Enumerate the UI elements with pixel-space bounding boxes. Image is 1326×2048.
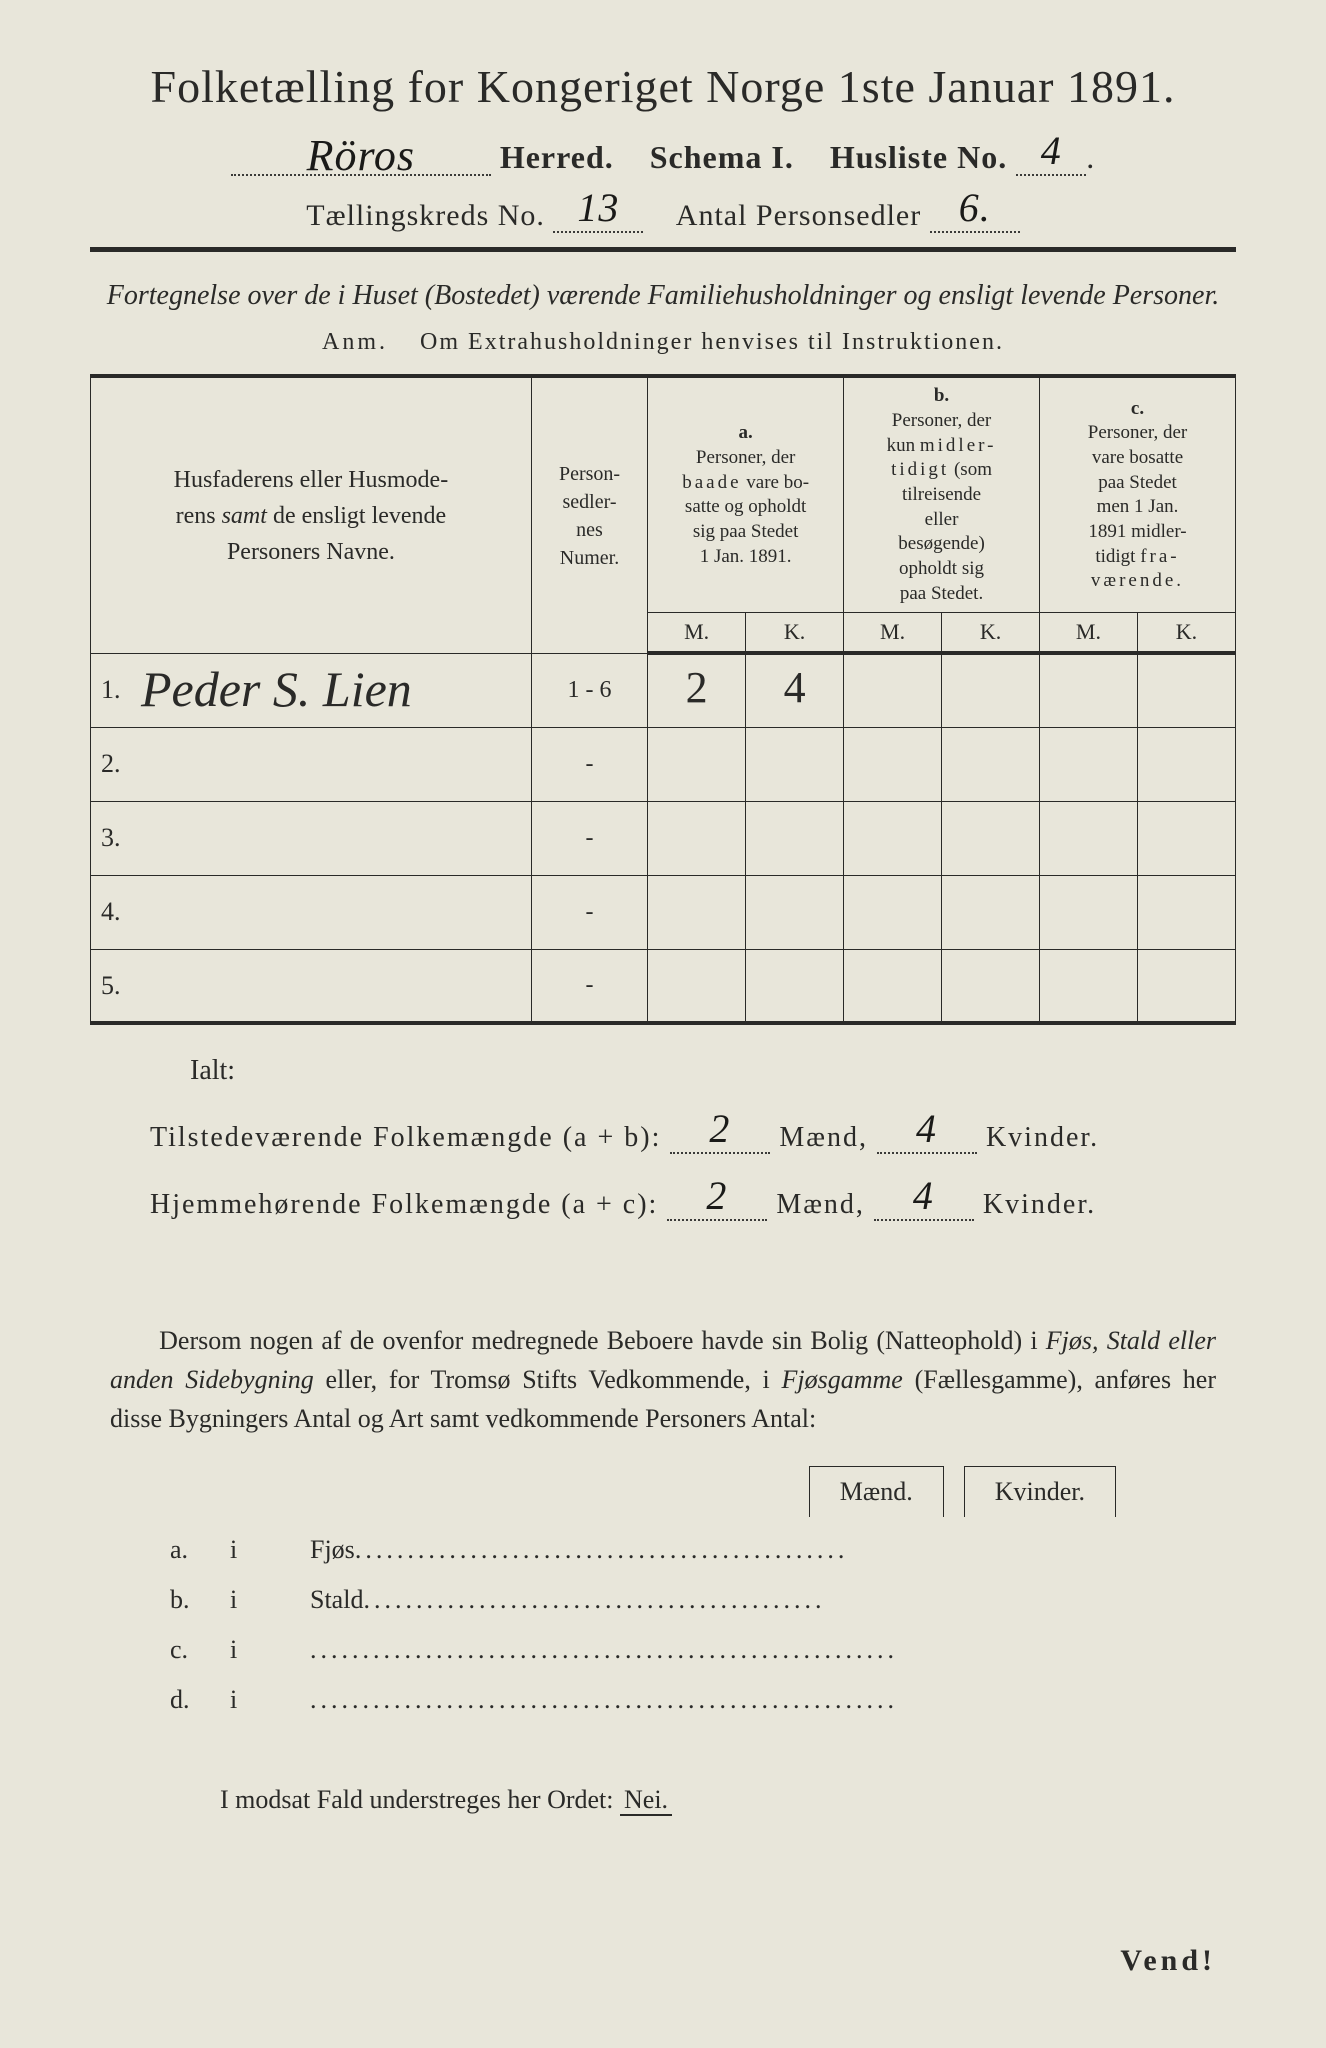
maend-label: Mænd, [779,1122,868,1153]
maend-header: Mænd. [809,1466,944,1517]
col-c-header: c. Personer, dervare bosattepaa Stedetme… [1039,376,1235,613]
census-form-page: Folketælling for Kongeriget Norge 1ste J… [0,0,1326,2048]
antal-label: Antal Personsedler [676,199,921,232]
list-item: a. i Fjøs ..............................… [170,1535,1236,1565]
col-c-m: M. [1039,613,1137,654]
col-c-k: K. [1137,613,1235,654]
i-label: i [230,1535,310,1565]
table-row: 5. - [91,949,1236,1023]
col-b-m: M. [844,613,942,654]
row-num: 1. [101,675,121,704]
summary-2-label: Hjemmehørende Folkemængde (a + c): [150,1189,658,1220]
col-a-m: M. [648,613,746,654]
kvinder-label: Kvinder. [983,1189,1096,1220]
row-num: 4. [91,875,532,949]
letter: a. [170,1535,230,1565]
i-label: i [230,1685,310,1715]
list-item: c. i ...................................… [170,1635,1236,1665]
mk-header: Mænd. Kvinder. [90,1466,1236,1517]
row-num: 5. [91,949,532,1023]
i-label: i [230,1585,310,1615]
table-row: 2. - [91,727,1236,801]
schema-label: Schema I. [650,139,794,175]
header-line-2: Tællingskreds No. 13 Antal Personsedler … [90,184,1236,233]
divider-1 [90,247,1236,252]
table-row: 4. - [91,875,1236,949]
row-num: 3. [91,801,532,875]
dots: ........................................… [310,1635,898,1665]
list-item: b. i Stald .............................… [170,1585,1236,1615]
anm-label: Anm. [322,329,388,355]
val-c-k [1137,653,1235,727]
anm-line: Anm. Om Extrahusholdninger henvises til … [90,329,1236,356]
person-number: - [531,727,647,801]
paragraph: Dersom nogen af de ovenfor medregnede Be… [90,1321,1236,1438]
vend-label: Vend! [1120,1944,1216,1978]
val-a-m: 2 [686,663,708,712]
col-a-header: a. Personer, derbaade vare bo-satte og o… [648,376,844,613]
summary-line-2: Hjemmehørende Folkemængde (a + c): 2 Mæn… [90,1172,1236,1221]
main-title: Folketælling for Kongeriget Norge 1ste J… [90,60,1236,113]
person-number: - [531,949,647,1023]
maend-label: Mænd, [776,1189,865,1220]
subtitle: Fortegnelse over de i Huset (Bostedet) v… [90,276,1236,315]
summary-2-m: 2 [706,1173,728,1218]
husliste-label: Husliste No. [830,139,1007,175]
col-a-k: K. [746,613,844,654]
list-item: d. i ...................................… [170,1685,1236,1715]
val-c-m [1039,653,1137,727]
kvinder-header: Kvinder. [964,1466,1116,1517]
person-number: 1 - 6 [531,653,647,727]
i-label: i [230,1635,310,1665]
col-b-header: b. Personer, derkun midler-tidigt (somti… [844,376,1040,613]
kreds-value: 13 [577,185,619,230]
header-line-1: Röros Herred. Schema I. Husliste No. 4. [90,127,1236,176]
person-name: Peder S. Lien [141,660,412,718]
final-line: I modsat Fald understreges her Ordet: Ne… [90,1785,1236,1815]
nei-word: Nei. [620,1785,672,1816]
dots: ........................................… [363,1585,825,1615]
summary-line-1: Tilstedeværende Folkemængde (a + b): 2 M… [90,1105,1236,1154]
letter: c. [170,1635,230,1665]
row-num: 2. [91,727,532,801]
val-b-m [844,653,942,727]
kvinder-label: Kvinder. [986,1122,1099,1153]
herred-label: Herred. [500,139,614,175]
summary-2-k: 4 [913,1173,935,1218]
summary-1-m: 2 [709,1106,731,1151]
col-names-header: Husfaderens eller Husmode-rens samt de e… [91,376,532,653]
building-name: Fjøs [310,1535,355,1565]
building-list: a. i Fjøs ..............................… [90,1535,1236,1715]
col-b-k: K. [942,613,1040,654]
kreds-label: Tællingskreds No. [306,199,545,232]
main-table: Husfaderens eller Husmode-rens samt de e… [90,374,1236,1025]
antal-value: 6. [959,185,991,230]
letter: d. [170,1685,230,1715]
final-text: I modsat Fald understreges her Ordet: [220,1785,614,1814]
building-name: Stald [310,1585,363,1615]
summary-1-label: Tilstedeværende Folkemængde (a + b): [150,1122,661,1153]
table-row: 1. Peder S. Lien 1 - 6 2 4 [91,653,1236,727]
dots: ........................................… [310,1685,898,1715]
summary-1-k: 4 [916,1106,938,1151]
ialt-label: Ialt: [90,1055,1236,1087]
table-row: 3. - [91,801,1236,875]
herred-value: Röros [307,131,416,180]
letter: b. [170,1585,230,1615]
val-a-k: 4 [784,663,806,712]
col-number-header: Person-sedler-nesNumer. [531,376,647,653]
anm-text: Om Extrahusholdninger henvises til Instr… [420,329,1004,355]
val-b-k [942,653,1040,727]
person-number: - [531,801,647,875]
husliste-value: 4 [1041,128,1062,173]
person-number: - [531,875,647,949]
dots: ........................................… [355,1535,849,1565]
